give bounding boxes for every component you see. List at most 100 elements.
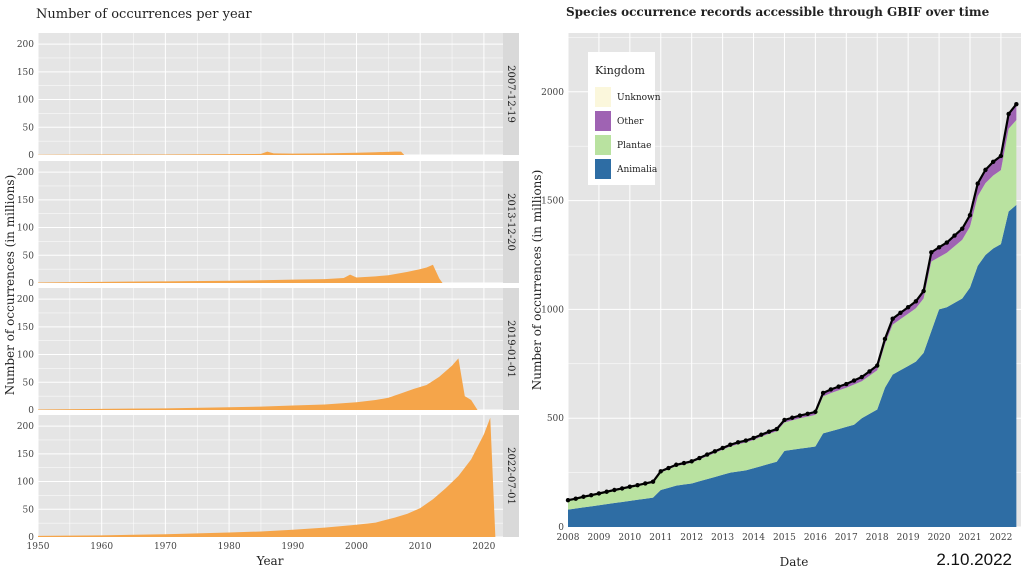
total-point (875, 363, 880, 368)
total-point (604, 489, 609, 494)
occurrence-area (38, 358, 478, 410)
y-tick-label: 50 (23, 505, 35, 515)
total-point (588, 493, 594, 498)
y-tick-label: 500 (547, 414, 564, 424)
total-point (820, 390, 826, 396)
legend-label: Animalia (616, 165, 658, 175)
x-tick-label: 2000 (345, 542, 368, 552)
total-point (759, 432, 764, 437)
facet-strip (503, 33, 519, 155)
total-point (573, 496, 578, 501)
x-tick-label: 1950 (27, 542, 50, 552)
x-tick-label: 2015 (773, 533, 796, 543)
x-tick-label: 2016 (804, 533, 827, 543)
total-point (681, 460, 687, 466)
y-tick-label: 100 (17, 351, 34, 361)
total-point (743, 438, 748, 443)
y-tick-label: 50 (23, 123, 35, 133)
total-point (983, 167, 988, 173)
y-tick-label: 0 (558, 523, 564, 533)
total-point (905, 305, 911, 310)
right-chart-title: Species occurrence records accessible th… (566, 5, 990, 19)
legend-swatch (595, 159, 611, 179)
total-point (697, 455, 702, 461)
x-tick-label: 2018 (866, 533, 889, 543)
total-point (1006, 111, 1011, 117)
left-x-ticks: 1950 1960 1970 1980 1990 2000 2010 2020 (27, 542, 496, 552)
facet-strip-label: 2007-12-19 (505, 65, 516, 123)
y-tick-label: 0 (28, 533, 34, 543)
facet-panel-2022-07-01: 0 50 100 150 200 2022-07-01 (17, 415, 519, 543)
y-tick-label: 1000 (541, 305, 564, 315)
facet-panel-2019-01-01: 0 50 100 150 200 2019-01-01 (17, 288, 519, 416)
x-tick-label: 2009 (587, 533, 610, 543)
legend-label: Plantae (617, 141, 651, 151)
x-tick-label: 1970 (154, 542, 177, 552)
total-point (813, 409, 818, 415)
x-tick-label: 2012 (680, 533, 703, 543)
y-tick-label: 0 (28, 279, 34, 289)
x-tick-label: 2022 (989, 533, 1012, 543)
total-point (619, 486, 625, 491)
total-point (913, 299, 919, 304)
right-x-axis-label: Date (780, 555, 809, 569)
x-tick-label: 2014 (742, 533, 765, 543)
left-x-axis-label: Year (256, 554, 284, 568)
y-tick-label: 100 (17, 478, 34, 488)
occurrence-area (38, 151, 405, 155)
total-point (859, 374, 864, 380)
total-point (890, 316, 895, 321)
x-tick-label: 1990 (281, 542, 304, 552)
x-tick-label: 2010 (618, 533, 641, 543)
facet-panel-2013-12-20: 0 50 100 150 200 2013-12-20 (17, 161, 519, 289)
facet-strip-label: 2013-12-20 (505, 193, 516, 251)
total-point (998, 153, 1004, 159)
total-point (960, 226, 965, 231)
total-point (921, 288, 926, 294)
right-x-ticks: 2008 2009 2010 2011 2012 2013 2014 2015 2016 2017… (557, 533, 1013, 543)
total-point (751, 435, 756, 441)
total-point (867, 369, 872, 374)
x-tick-label: 1960 (90, 542, 113, 552)
y-tick-label: 150 (17, 450, 34, 460)
total-point (774, 426, 779, 432)
total-point (666, 465, 671, 471)
total-point (805, 411, 810, 417)
legend-item-plantae: Plantae (595, 135, 651, 155)
right-chart: Species occurrence records accessible th… (530, 5, 1021, 569)
facet-strip (503, 415, 519, 537)
total-point (797, 413, 803, 418)
total-point (952, 233, 957, 238)
right-stacked-areas (568, 104, 1017, 528)
total-point (581, 494, 586, 499)
x-tick-label: 2013 (711, 533, 734, 543)
total-point (674, 462, 679, 467)
legend-item-unknown: Unknown (595, 87, 661, 107)
total-point (766, 429, 772, 434)
left-chart-title: Number of occurrences per year (36, 7, 252, 22)
legend-swatch (595, 87, 611, 107)
x-tick-label: 2011 (649, 533, 672, 543)
total-point (929, 250, 934, 255)
facet-strip (503, 288, 519, 410)
right-y-axis-label: Number of occurrences (in millions) (530, 170, 544, 391)
total-point (612, 487, 617, 493)
total-point (596, 491, 602, 496)
facet-strip (503, 161, 519, 283)
legend-title: Kingdom (595, 64, 646, 77)
total-point (990, 159, 996, 165)
area-plantae (568, 120, 1017, 510)
y-tick-label: 150 (17, 68, 34, 78)
y-tick-label: 100 (17, 96, 34, 106)
total-point (720, 445, 725, 451)
x-tick-label: 2021 (959, 533, 982, 543)
y-tick-label: 100 (17, 224, 34, 234)
y-tick-label: 200 (17, 168, 34, 178)
y-tick-label: 2000 (541, 88, 564, 98)
x-tick-label: 2020 (472, 542, 495, 552)
area-animalia (568, 204, 1017, 528)
occurrence-area (38, 417, 496, 537)
total-point (975, 181, 980, 186)
legend: Kingdom Unknown Other Plantae Animalia (588, 52, 661, 185)
